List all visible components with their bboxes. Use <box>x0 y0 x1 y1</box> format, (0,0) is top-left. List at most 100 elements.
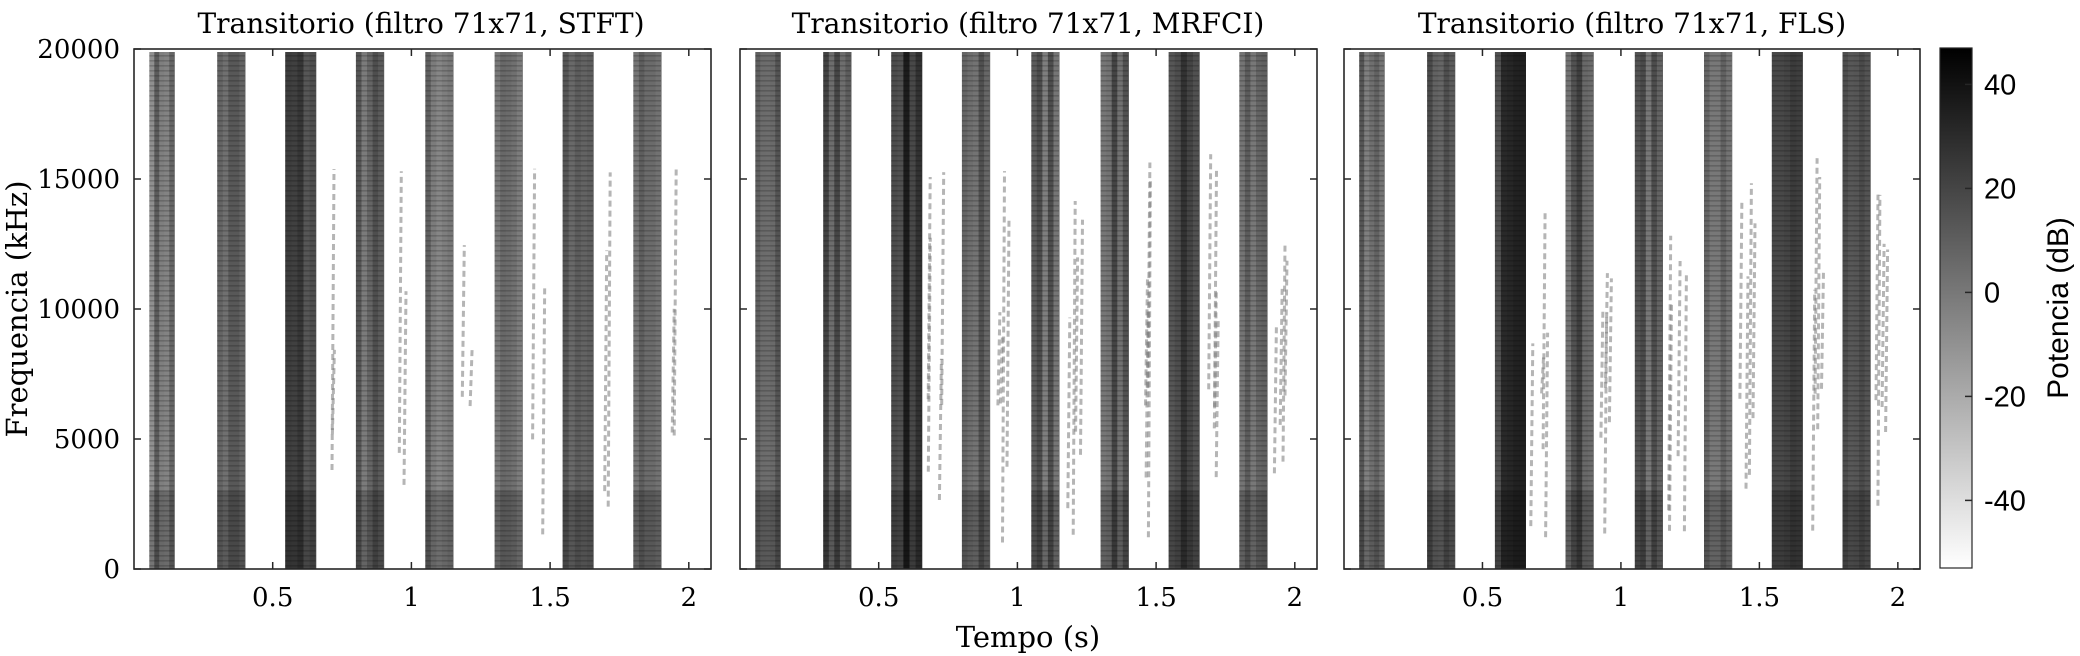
x-tick-label: 2 <box>1287 583 1304 613</box>
low-frequency-energy <box>1634 491 1663 569</box>
y-tick-label: 0 <box>103 555 120 585</box>
colorbar-tick-label: -20 <box>1984 381 2026 413</box>
colorbar-gradient <box>1939 47 1973 569</box>
residual-artifact <box>1066 317 1072 509</box>
residual-artifact <box>460 245 466 397</box>
low-frequency-energy <box>1168 491 1200 569</box>
band-texture <box>961 52 990 569</box>
residual-artifact <box>1272 326 1278 474</box>
residual-artifact <box>1599 310 1605 438</box>
residual-artifact <box>1668 304 1673 531</box>
residual-artifact <box>1079 219 1084 455</box>
band-texture <box>1168 52 1200 569</box>
residual-artifact <box>1751 223 1757 419</box>
residual-artifact <box>1811 289 1817 531</box>
residual-artifact <box>1676 260 1682 457</box>
x-tick-label: 1.5 <box>1135 583 1176 613</box>
residual-artifact <box>1207 154 1213 390</box>
spectrogram-area-mrfci <box>755 52 1289 569</box>
low-frequency-energy <box>755 491 781 569</box>
band-texture <box>633 52 661 569</box>
colorbar-tick-label: 0 <box>1984 277 2000 309</box>
x-tick-label: 2 <box>681 583 698 613</box>
x-tick-label: 1 <box>1009 583 1026 613</box>
x-ticks-mrfci: 0.5 1 1.5 2 <box>858 49 1303 613</box>
residual-artifact <box>940 172 946 405</box>
low-frequency-energy <box>891 491 922 569</box>
residual-artifact <box>330 169 336 471</box>
residual-artifact <box>1283 260 1289 396</box>
axes-frame-fls <box>1343 48 1921 570</box>
band-texture <box>285 52 316 569</box>
residual-artifact <box>402 291 408 485</box>
residual-artifact <box>1213 169 1218 407</box>
band-texture <box>1771 52 1803 569</box>
band-texture <box>1704 52 1732 569</box>
residual-artifact <box>531 168 537 440</box>
residual-artifact <box>606 172 612 507</box>
residual-artifact <box>541 284 547 535</box>
residual-artifact <box>1874 194 1880 401</box>
low-frequency-energy <box>1359 491 1385 569</box>
band-texture <box>1427 52 1455 569</box>
low-frequency-energy <box>823 491 851 569</box>
residual-artifact <box>1816 176 1822 430</box>
band-texture <box>425 52 453 569</box>
residual-artifact <box>1281 244 1287 462</box>
residual-artifact <box>926 176 932 400</box>
low-frequency-energy <box>1842 491 1871 569</box>
band-texture <box>217 52 245 569</box>
colorbar-tick-label: -40 <box>1984 485 2026 517</box>
low-frequency-energy <box>217 491 245 569</box>
residual-artifact <box>1884 249 1890 433</box>
band-texture <box>755 52 781 569</box>
colorbar-ticks: 40 20 0 -20 -40 <box>1965 69 2026 517</box>
y-ticks: 0 5000 10000 15000 20000 <box>37 35 1920 585</box>
spectrogram-area-stft <box>149 52 678 569</box>
low-frequency-energy <box>355 491 384 569</box>
residual-artifact <box>1820 269 1825 389</box>
x-ticks-fls: 0.5 1 1.5 2 <box>1462 49 1906 613</box>
panel-mrfci: Transitorio (filtro 71x71, MRFCI) 0.5 1 1.… <box>739 7 1318 654</box>
residual-artifact <box>1667 235 1673 511</box>
band-texture <box>1100 52 1129 569</box>
band-texture <box>1031 52 1059 569</box>
residual-artifact <box>1074 257 1080 432</box>
axes-frame-mrfci <box>739 48 1318 570</box>
x-axis-label: Tempo (s) <box>956 620 1101 654</box>
y-tick-label: 5000 <box>54 425 120 455</box>
band-texture <box>1634 52 1663 569</box>
residual-artifact <box>397 171 403 453</box>
residual-artifact <box>1214 319 1220 478</box>
low-frequency-energy <box>1239 491 1267 569</box>
low-frequency-energy <box>562 491 594 569</box>
residual-artifact <box>1607 278 1613 423</box>
x-tick-label: 0.5 <box>858 583 899 613</box>
y-tick-label: 10000 <box>37 295 120 325</box>
colorbar-tick-label: 40 <box>1984 69 2016 101</box>
panel-title-mrfci: Transitorio (filtro 71x71, MRFCI) <box>792 7 1265 40</box>
colorbar-tick-label: 20 <box>1984 173 2016 205</box>
x-tick-label: 0.5 <box>1462 583 1503 613</box>
band-texture <box>494 52 523 569</box>
residual-artifact <box>1682 274 1688 532</box>
panel-stft: Transitorio (filtro 71x71, STFT) 0.5 1 1.5… <box>0 7 1920 613</box>
panel-title-fls: Transitorio (filtro 71x71, FLS) <box>1418 7 1846 40</box>
residual-artifact <box>670 308 676 433</box>
x-tick-label: 2 <box>1890 583 1907 613</box>
band-texture <box>1359 52 1385 569</box>
low-frequency-energy <box>285 491 316 569</box>
residual-artifact <box>603 250 609 492</box>
low-frequency-energy <box>149 491 175 569</box>
residual-artifact <box>1146 162 1152 389</box>
residual-artifact <box>1603 273 1609 388</box>
residual-artifact <box>1001 171 1006 543</box>
x-tick-label: 0.5 <box>252 583 293 613</box>
x-tick-label: 1 <box>403 583 420 613</box>
residual-artifact <box>996 312 1002 406</box>
band-texture <box>355 52 384 569</box>
residual-artifact <box>1144 278 1149 406</box>
low-frequency-energy <box>494 491 523 569</box>
band-texture <box>562 52 594 569</box>
band-texture <box>149 52 175 569</box>
